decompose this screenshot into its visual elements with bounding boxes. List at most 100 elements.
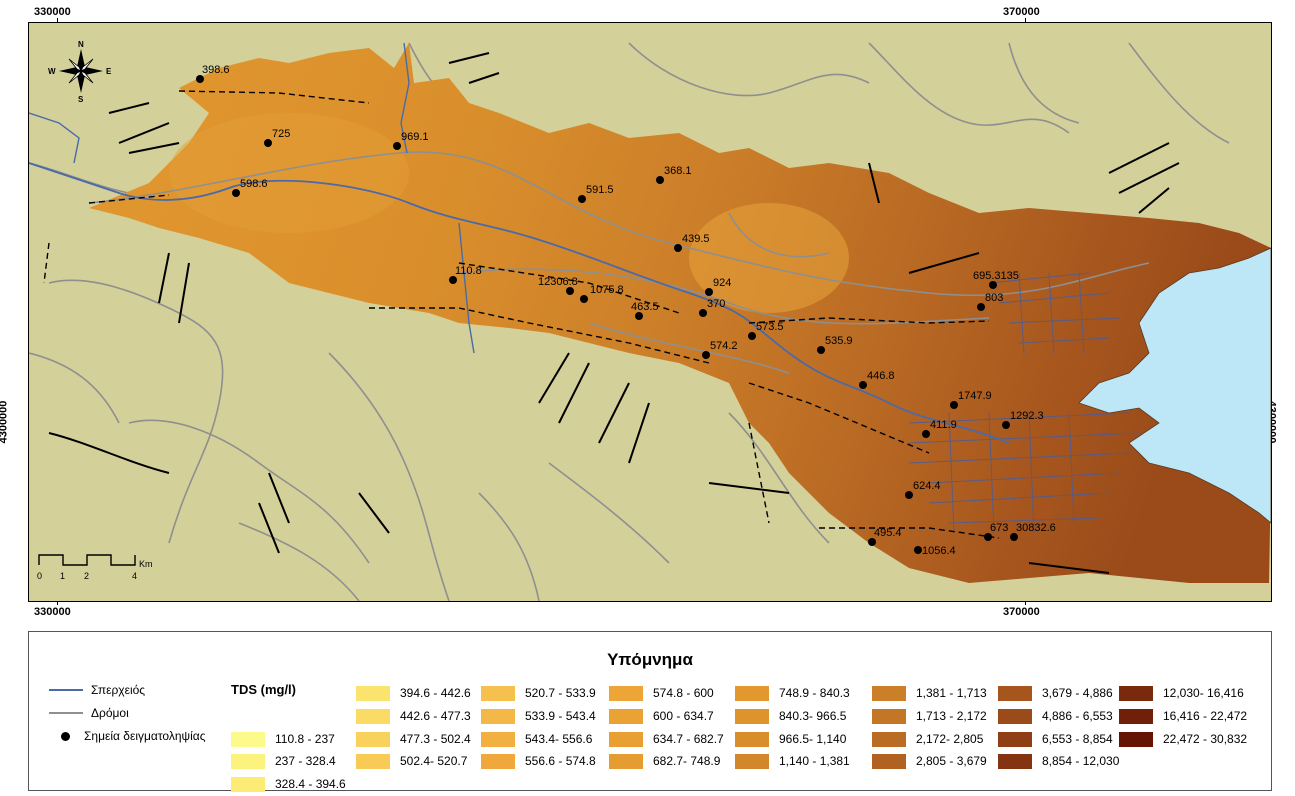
tds-class-item: 4,886 - 6,553	[998, 708, 1113, 724]
sampling-point-label: 969.1	[401, 131, 429, 143]
compass-rose: N S W E	[48, 40, 112, 104]
tds-class-item: 966.5- 1,140	[735, 731, 846, 747]
sampling-point-label: 370	[707, 298, 725, 310]
sampling-point-label: 598.6	[240, 178, 268, 190]
legend-points-label: Σημεία δειγματοληψίας	[84, 729, 206, 743]
tds-class-swatch	[609, 731, 643, 747]
sampling-point[interactable]	[1002, 421, 1010, 429]
sampling-point[interactable]	[705, 288, 713, 296]
legend-river: Σπερχειός	[49, 682, 145, 698]
sampling-point-label: 1747.9	[958, 390, 992, 402]
tds-class-swatch	[356, 753, 390, 769]
sampling-point[interactable]	[566, 287, 574, 295]
tick-bottom-left	[57, 600, 58, 605]
tds-class-swatch	[231, 753, 265, 769]
sampling-point[interactable]	[984, 533, 992, 541]
sampling-point-label: 110.8	[455, 265, 482, 277]
tds-class-item: 543.4- 556.6	[481, 731, 592, 747]
faults-dashed	[43, 90, 1000, 539]
sampling-point[interactable]	[232, 189, 240, 197]
sampling-point-label: 30832.6	[1016, 522, 1056, 534]
tds-class-label: 12,030- 16,416	[1163, 686, 1244, 700]
tds-class-swatch	[872, 685, 906, 701]
tds-class-item: 600 - 634.7	[609, 708, 714, 724]
tds-class-label: 600 - 634.7	[653, 709, 714, 723]
tds-class-label: 4,886 - 6,553	[1042, 709, 1113, 723]
sampling-point[interactable]	[578, 195, 586, 203]
sampling-point[interactable]	[674, 244, 682, 252]
sampling-point[interactable]	[656, 176, 664, 184]
sampling-point[interactable]	[950, 401, 958, 409]
tds-class-swatch	[998, 753, 1032, 769]
sampling-point[interactable]	[196, 75, 204, 83]
sampling-point[interactable]	[989, 281, 997, 289]
sea	[1078, 247, 1271, 524]
tds-class-swatch	[609, 753, 643, 769]
compass-e: E	[106, 67, 112, 76]
tds-class-label: 966.5- 1,140	[779, 732, 847, 746]
tds-class-item: 6,553 - 8,854	[998, 731, 1113, 747]
tds-class-label: 2,172- 2,805	[916, 732, 984, 746]
tds-class-swatch	[872, 753, 906, 769]
tds-class-swatch	[998, 731, 1032, 747]
tds-class-label: 682.7- 748.9	[653, 754, 721, 768]
basin-roads	[88, 151, 1150, 374]
legend-roads: Δρόμοι	[49, 705, 129, 721]
tds-class-swatch	[609, 685, 643, 701]
sampling-point-label: 574.2	[710, 340, 738, 352]
sampling-point[interactable]	[702, 351, 710, 359]
tds-class-item: 8,854 - 12,030	[998, 753, 1119, 769]
tds-class-swatch	[735, 685, 769, 701]
sampling-point-label: 1292.3	[1010, 410, 1044, 422]
map-canvas: N S W E 0 1 2 4 Km 398.6 725 969.1 598.6 591…	[29, 40, 1271, 601]
tds-class-item: 520.7 - 533.9	[481, 685, 596, 701]
sampling-point[interactable]	[748, 332, 756, 340]
map-frame[interactable]: N S W E 0 1 2 4 Km 398.6 725 969.1 598.6 591…	[28, 22, 1272, 602]
scale-tick-4: 4	[132, 571, 137, 581]
tds-class-swatch	[356, 731, 390, 747]
sampling-point-icon	[61, 731, 70, 741]
tds-class-item: 2,805 - 3,679	[872, 753, 987, 769]
sampling-point[interactable]	[449, 276, 457, 284]
sampling-point[interactable]	[859, 381, 867, 389]
urban-roads	[908, 272, 1140, 534]
sampling-point[interactable]	[817, 346, 825, 354]
sampling-point-label: 1075.8	[590, 284, 624, 296]
sampling-point[interactable]	[699, 309, 707, 317]
tds-class-label: 1,140 - 1,381	[779, 754, 850, 768]
tds-class-swatch	[481, 708, 515, 724]
coord-top-right: 370000	[1003, 6, 1040, 18]
legend-points: Σημεία δειγματοληψίας	[49, 728, 205, 744]
tds-class-label: 533.9 - 543.4	[525, 709, 596, 723]
sampling-point-label: 573.5	[756, 321, 784, 333]
legend-river-label: Σπερχειός	[91, 683, 146, 697]
tds-class-swatch	[735, 753, 769, 769]
tds-class-item: 16,416 - 22,472	[1119, 708, 1247, 724]
sampling-point[interactable]	[868, 538, 876, 546]
sampling-point[interactable]	[905, 491, 913, 499]
sampling-point[interactable]	[1010, 533, 1018, 541]
sampling-point[interactable]	[977, 303, 985, 311]
river-line-icon	[49, 689, 83, 691]
tds-class-label: 237 - 328.4	[275, 754, 336, 768]
compass-s: S	[78, 95, 84, 104]
sampling-point[interactable]	[922, 430, 930, 438]
sampling-point[interactable]	[264, 139, 272, 147]
tds-class-item: 748.9 - 840.3	[735, 685, 850, 701]
sampling-point[interactable]	[914, 546, 922, 554]
river-tributary	[29, 112, 80, 164]
sampling-points: 398.6 725 969.1 598.6 591.5 368.1 439.5 110.8 12…	[196, 64, 1056, 557]
tds-zone-mid	[169, 113, 409, 233]
scale-tick-0: 0	[37, 571, 42, 581]
river-tributary	[400, 42, 410, 154]
sampling-point-label: 535.9	[825, 335, 853, 347]
sampling-point[interactable]	[580, 295, 588, 303]
tds-class-item: 22,472 - 30,832	[1119, 731, 1247, 747]
tds-class-item: 533.9 - 543.4	[481, 708, 596, 724]
sampling-point[interactable]	[393, 142, 401, 150]
tds-class-item: 502.4- 520.7	[356, 753, 467, 769]
tds-class-label: 2,805 - 3,679	[916, 754, 987, 768]
sampling-point[interactable]	[635, 312, 643, 320]
tds-class-swatch	[1119, 685, 1153, 701]
tds-class-swatch	[998, 708, 1032, 724]
